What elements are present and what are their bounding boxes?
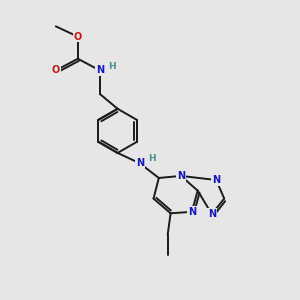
Text: H: H <box>108 62 116 71</box>
Text: O: O <box>52 65 60 76</box>
Text: N: N <box>136 158 144 168</box>
Text: N: N <box>188 207 196 217</box>
Text: O: O <box>74 32 82 42</box>
Text: H: H <box>148 154 155 163</box>
Text: N: N <box>208 209 216 219</box>
Text: N: N <box>177 171 185 181</box>
Text: N: N <box>212 175 220 185</box>
Text: N: N <box>96 65 104 76</box>
